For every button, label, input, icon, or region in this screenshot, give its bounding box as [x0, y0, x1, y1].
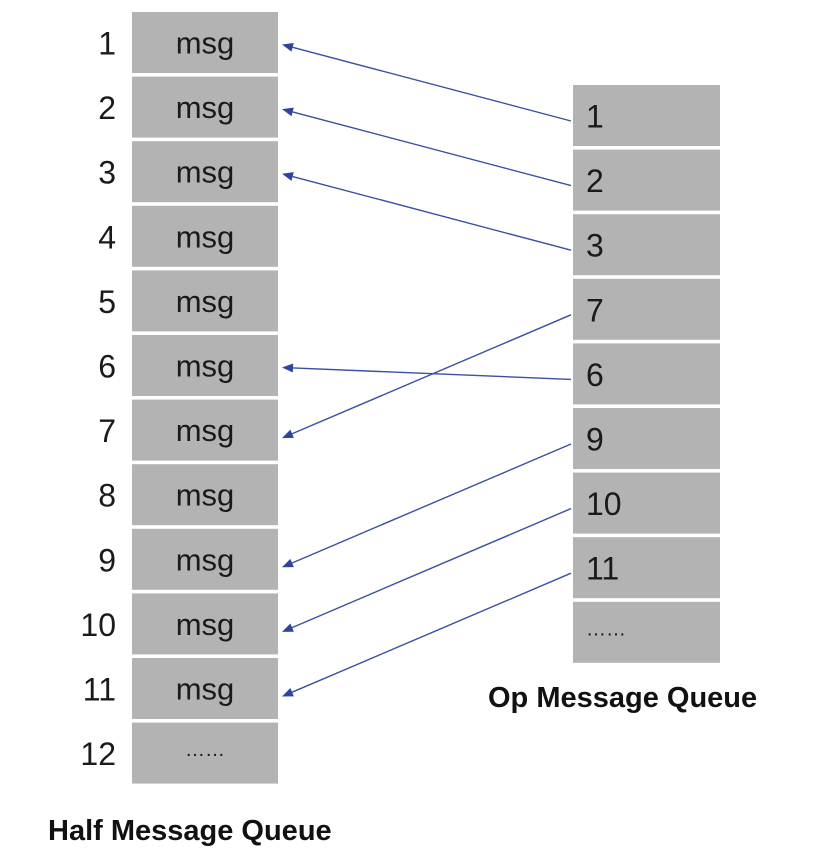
half-queue-index: 5 [98, 284, 116, 320]
half-message-queue: msg 1 msg 2 msg 3 msg 4 msg 5 msg 6 msg 7 msg 8 msg 9 msg 1… [80, 12, 278, 784]
queue-links [282, 42, 572, 697]
op-queue-cell [573, 601, 720, 663]
half-queue-cell [132, 528, 278, 590]
half-queue-index: 9 [98, 542, 116, 578]
half-queue-title: Half Message Queue [48, 815, 332, 847]
op-queue-cell [573, 149, 720, 211]
half-queue-cell [132, 141, 278, 203]
op-queue-title: Op Message Queue [488, 682, 757, 714]
half-queue-cell-label: msg [176, 607, 235, 642]
half-queue-index: 4 [98, 219, 116, 255]
link-arrow [282, 443, 572, 568]
half-queue-index: 7 [98, 413, 116, 449]
half-queue-cell [132, 722, 278, 784]
link-arrow [282, 172, 572, 251]
link-arrow [282, 572, 572, 697]
op-queue-cell-label: 10 [586, 486, 622, 522]
half-queue-cell [132, 399, 278, 461]
half-queue-index: 2 [98, 90, 116, 126]
half-queue-cell-label: msg [176, 672, 235, 707]
half-queue-cell [132, 205, 278, 267]
link-arrow [282, 314, 572, 439]
op-queue-cell [573, 214, 720, 276]
op-queue-cell [573, 278, 720, 340]
op-queue-cell [573, 408, 720, 469]
link-arrow [282, 107, 572, 187]
half-queue-index: 1 [98, 26, 116, 62]
link-arrow [282, 42, 572, 122]
half-queue-cell-label: msg [176, 26, 235, 61]
link-arrow [282, 363, 572, 381]
op-queue-cell-label: 1 [586, 99, 604, 135]
half-queue-cell-label: msg [176, 155, 235, 190]
half-queue-index: 11 [83, 672, 116, 708]
half-queue-cell-label: msg [176, 413, 235, 448]
op-queue-cell [573, 85, 720, 146]
half-queue-cell-label: msg [176, 284, 235, 319]
half-queue-index: 12 [80, 736, 116, 772]
half-queue-cell-label: msg [176, 478, 235, 513]
half-queue-cell-label: msg [176, 349, 235, 384]
half-queue-cell [132, 464, 278, 526]
half-queue-cell-label: …… [185, 739, 225, 761]
half-queue-cell [132, 12, 278, 73]
op-queue-cell [573, 472, 720, 534]
half-queue-index: 3 [98, 155, 116, 191]
op-queue-cell-label: 2 [586, 163, 604, 199]
op-queue-cell-label: 6 [586, 357, 604, 393]
op-message-queue: 1 2 3 7 6 9 10 11 …… [573, 85, 720, 663]
op-queue-cell-label: 9 [586, 422, 604, 458]
half-queue-cell [132, 658, 278, 719]
half-queue-cell [132, 593, 278, 655]
half-queue-cell [132, 335, 278, 396]
half-queue-index: 8 [98, 478, 116, 514]
half-queue-index: 10 [80, 607, 116, 643]
link-arrow [282, 507, 572, 632]
half-queue-cell [132, 76, 278, 138]
op-queue-cell-label: 7 [586, 292, 604, 328]
half-queue-cell [132, 270, 278, 332]
op-queue-cell-label: 11 [586, 551, 619, 587]
half-queue-cell-label: msg [176, 542, 235, 577]
half-queue-cell-label: msg [176, 90, 235, 125]
half-queue-cell-label: msg [176, 219, 235, 254]
op-queue-cell-label: 3 [586, 228, 604, 264]
half-queue-index: 6 [98, 349, 116, 385]
op-queue-cell [573, 343, 720, 405]
op-queue-cell [573, 537, 720, 599]
op-queue-cell-label: …… [586, 618, 626, 640]
